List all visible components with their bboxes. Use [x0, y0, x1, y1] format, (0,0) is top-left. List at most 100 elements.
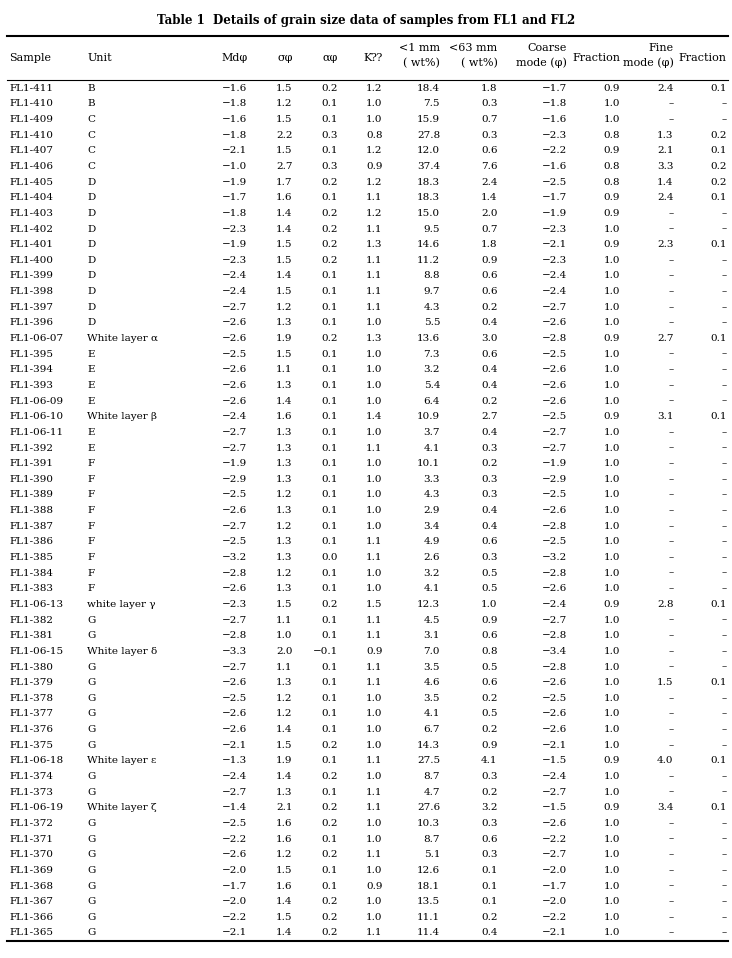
Text: –: – [722, 209, 727, 217]
Text: 1.5: 1.5 [276, 350, 293, 358]
Text: 1.0: 1.0 [366, 350, 383, 358]
Text: 3.7: 3.7 [424, 428, 440, 437]
Text: 0.8: 0.8 [481, 647, 498, 656]
Text: 0.1: 0.1 [481, 866, 498, 875]
Text: 0.7: 0.7 [481, 224, 498, 234]
Text: 0.6: 0.6 [481, 350, 498, 358]
Text: 1.5: 1.5 [276, 913, 293, 922]
Text: 0.2: 0.2 [321, 83, 337, 93]
Text: White layer δ: White layer δ [87, 647, 157, 656]
Text: 1.2: 1.2 [276, 710, 293, 718]
Text: 1.0: 1.0 [366, 397, 383, 405]
Text: −2.4: −2.4 [542, 271, 567, 281]
Text: −2.2: −2.2 [223, 913, 247, 922]
Text: 2.0: 2.0 [276, 647, 293, 656]
Text: −2.1: −2.1 [542, 240, 567, 249]
Text: 0.1: 0.1 [321, 631, 337, 640]
Text: 1.5: 1.5 [276, 600, 293, 609]
Text: 1.0: 1.0 [604, 851, 620, 859]
Text: 1.0: 1.0 [604, 866, 620, 875]
Text: 27.6: 27.6 [417, 804, 440, 812]
Text: 11.4: 11.4 [417, 928, 440, 938]
Text: FL1-398: FL1-398 [10, 287, 53, 296]
Text: D: D [87, 224, 96, 234]
Text: B: B [87, 83, 95, 93]
Text: −2.6: −2.6 [223, 678, 247, 687]
Text: ( wt%): ( wt%) [403, 57, 440, 68]
Text: −2.6: −2.6 [542, 365, 567, 375]
Text: FL1-411: FL1-411 [10, 83, 53, 93]
Text: 1.5: 1.5 [276, 866, 293, 875]
Text: F: F [87, 537, 94, 546]
Text: 0.2: 0.2 [321, 772, 337, 781]
Text: −2.6: −2.6 [542, 710, 567, 718]
Text: −2.8: −2.8 [542, 522, 567, 531]
Text: −2.2: −2.2 [223, 834, 247, 844]
Text: G: G [87, 616, 96, 625]
Text: F: F [87, 584, 94, 593]
Text: 15.0: 15.0 [417, 209, 440, 217]
Text: –: – [722, 569, 727, 578]
Text: –: – [722, 444, 727, 452]
Text: 27.5: 27.5 [417, 757, 440, 765]
Text: 1.1: 1.1 [366, 663, 383, 672]
Text: −2.6: −2.6 [542, 584, 567, 593]
Text: 1.0: 1.0 [366, 569, 383, 578]
Text: −1.8: −1.8 [223, 100, 247, 108]
Text: 2.7: 2.7 [276, 162, 293, 171]
Text: 1.5: 1.5 [276, 83, 293, 93]
Text: 1.1: 1.1 [366, 537, 383, 546]
Text: 7.0: 7.0 [424, 647, 440, 656]
Text: –: – [722, 819, 727, 828]
Text: 1.0: 1.0 [604, 928, 620, 938]
Text: 0.1: 0.1 [321, 881, 337, 891]
Text: 18.4: 18.4 [417, 83, 440, 93]
Text: 3.4: 3.4 [657, 804, 673, 812]
Text: D: D [87, 318, 96, 328]
Text: 0.9: 0.9 [481, 616, 498, 625]
Text: 1.6: 1.6 [276, 194, 293, 202]
Text: E: E [87, 444, 95, 452]
Text: 5.4: 5.4 [424, 381, 440, 390]
Text: 4.1: 4.1 [424, 710, 440, 718]
Text: 1.2: 1.2 [276, 100, 293, 108]
Text: 0.4: 0.4 [481, 428, 498, 437]
Text: −2.6: −2.6 [542, 678, 567, 687]
Text: –: – [668, 381, 673, 390]
Text: 1.6: 1.6 [276, 881, 293, 891]
Text: –: – [668, 428, 673, 437]
Text: 1.5: 1.5 [276, 115, 293, 125]
Text: FL1-399: FL1-399 [10, 271, 53, 281]
Text: –: – [722, 710, 727, 718]
Text: <1 mm: <1 mm [399, 43, 440, 53]
Text: 1.1: 1.1 [366, 553, 383, 562]
Text: mode (φ): mode (φ) [623, 57, 673, 68]
Text: −2.6: −2.6 [223, 851, 247, 859]
Text: 2.3: 2.3 [657, 240, 673, 249]
Text: −2.4: −2.4 [542, 772, 567, 781]
Text: 0.8: 0.8 [604, 177, 620, 187]
Text: 2.1: 2.1 [276, 804, 293, 812]
Text: −2.3: −2.3 [223, 224, 247, 234]
Text: −1.9: −1.9 [542, 459, 567, 468]
Text: −2.1: −2.1 [223, 741, 247, 750]
Text: −2.5: −2.5 [223, 694, 247, 703]
Text: FL1-385: FL1-385 [10, 553, 53, 562]
Text: 0.5: 0.5 [481, 569, 498, 578]
Text: 1.1: 1.1 [366, 256, 383, 264]
Text: −1.5: −1.5 [542, 757, 567, 765]
Text: −2.8: −2.8 [223, 569, 247, 578]
Text: FL1-06-11: FL1-06-11 [10, 428, 64, 437]
Text: 1.6: 1.6 [276, 834, 293, 844]
Text: 1.1: 1.1 [366, 631, 383, 640]
Text: –: – [668, 100, 673, 108]
Text: 3.5: 3.5 [424, 663, 440, 672]
Text: 0.1: 0.1 [321, 350, 337, 358]
Text: 1.0: 1.0 [366, 381, 383, 390]
Text: FL1-368: FL1-368 [10, 881, 53, 891]
Text: 1.0: 1.0 [481, 600, 498, 609]
Text: B: B [87, 100, 95, 108]
Text: –: – [722, 475, 727, 484]
Text: D: D [87, 194, 96, 202]
Text: 15.9: 15.9 [417, 115, 440, 125]
